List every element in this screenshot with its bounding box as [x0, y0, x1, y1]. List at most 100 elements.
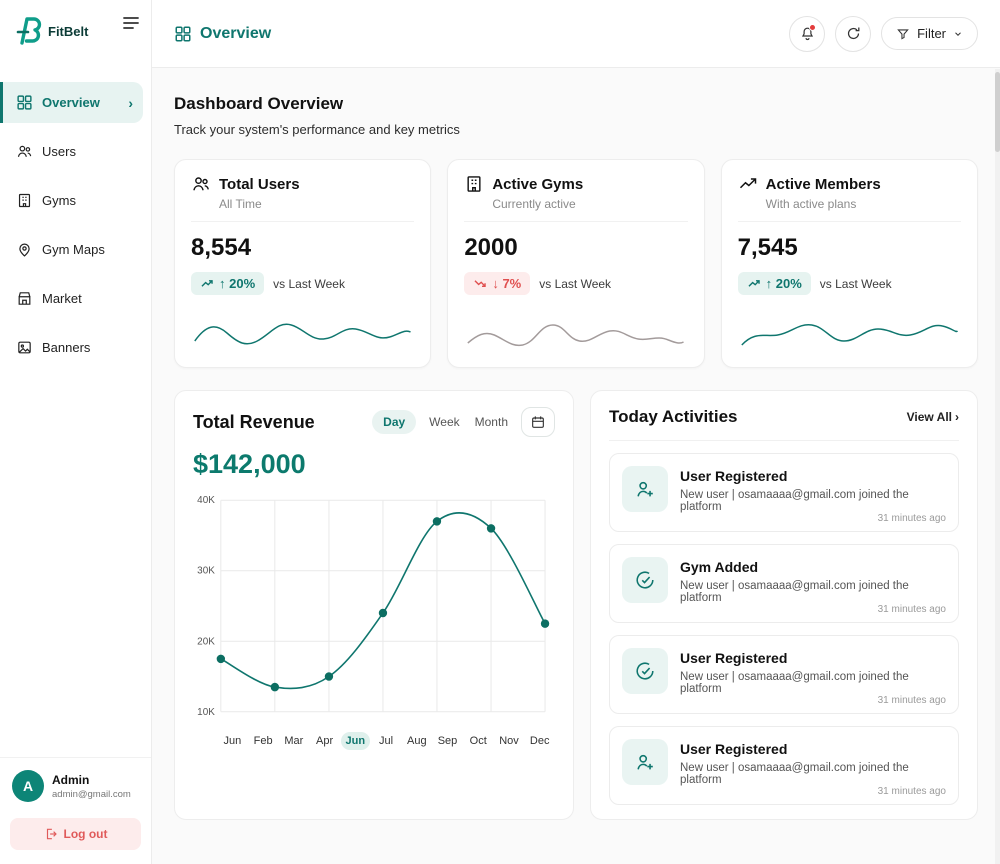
stats-row: Total Users All Time 8,554 ↑ 20% vs Last…	[174, 159, 978, 368]
stat-card-active-members: Active Members With active plans 7,545 ↑…	[720, 159, 978, 368]
grid-icon	[17, 95, 32, 110]
activity-time: 31 minutes ago	[877, 513, 946, 524]
compare-label: vs Last Week	[273, 276, 345, 291]
scrollbar[interactable]	[995, 69, 1000, 864]
activity-item[interactable]: User Registered New user | osamaaaa@gmai…	[609, 635, 959, 714]
stat-card-active-gyms: Active Gyms Currently active 2000 ↓ 7% v…	[447, 159, 705, 368]
month-label[interactable]: Dec	[529, 735, 550, 747]
stat-value: 8,554	[191, 234, 252, 261]
month-label[interactable]: Jul	[379, 735, 394, 747]
content: Dashboard Overview Track your system's p…	[152, 68, 1000, 864]
stat-title: Total Users	[219, 175, 300, 193]
refresh-icon	[847, 27, 860, 40]
stat-card-total-users: Total Users All Time 8,554 ↑ 20% vs Last…	[174, 159, 432, 368]
month-label[interactable]: Jun	[223, 735, 242, 747]
today-activities-card: Today Activities View All › User Registe…	[590, 390, 978, 820]
sidebar-item-gyms[interactable]: Gyms	[0, 180, 143, 221]
notifications-button[interactable]	[789, 15, 826, 52]
sidebar-nav: Overview › Users Gyms Gym Maps Market Ba…	[0, 82, 151, 368]
sidebar-item-banners[interactable]: Banners	[0, 327, 143, 368]
building-icon	[467, 176, 481, 192]
brand-name: FitBelt	[48, 24, 89, 39]
refresh-button[interactable]	[835, 15, 872, 52]
month-label[interactable]: Oct	[469, 735, 487, 747]
range-day-button[interactable]: Day	[372, 410, 417, 434]
notification-dot	[809, 23, 817, 31]
sidebar-item-users[interactable]: Users	[0, 131, 143, 172]
month-label[interactable]: Aug	[406, 735, 427, 747]
month-label[interactable]: Nov	[499, 735, 519, 747]
stat-value: 7,545	[737, 234, 798, 261]
sidebar-item-label: Gyms	[42, 193, 76, 208]
hamburger-menu-icon[interactable]	[121, 14, 141, 35]
view-all-button[interactable]: View All ›	[906, 410, 959, 424]
building-icon	[18, 193, 31, 208]
sidebar-item-label: Banners	[42, 340, 91, 355]
activity-title: User Registered	[680, 741, 788, 757]
sidebar-item-label: Gym Maps	[42, 242, 105, 257]
calendar-button[interactable]	[521, 407, 555, 437]
stat-subtitle: All Time	[219, 197, 262, 211]
filter-button[interactable]: Filter	[881, 17, 978, 50]
activity-description: New user | osamaaaa@gmail.com joined the…	[680, 762, 909, 786]
activity-description: New user | osamaaaa@gmail.com joined the…	[680, 580, 909, 604]
trend-badge: ↑ 20%	[191, 272, 265, 295]
stat-title: Active Gyms	[492, 175, 584, 193]
funnel-icon	[897, 28, 909, 40]
range-week-button[interactable]: Week	[427, 411, 461, 433]
total-revenue-card: Total Revenue Day Week Month $142,000 40…	[174, 390, 574, 820]
stat-subtitle: With active plans	[765, 197, 857, 211]
user-plus-icon	[622, 466, 668, 512]
avatar: A	[12, 770, 44, 802]
activity-item[interactable]: User Registered New user | osamaaaa@gmai…	[609, 726, 959, 805]
range-month-button[interactable]: Month	[473, 411, 510, 433]
sparkline-chart	[740, 324, 958, 346]
compare-label: vs Last Week	[539, 276, 612, 291]
trend-up-icon	[748, 280, 760, 287]
topbar: Overview Filter	[152, 0, 1000, 68]
trend-badge: ↓ 7%	[464, 272, 531, 295]
logout-icon	[46, 828, 57, 840]
scrollbar-thumb[interactable]	[995, 72, 1000, 152]
sidebar-item-overview[interactable]: Overview ›	[0, 82, 143, 123]
revenue-title: Total Revenue	[193, 411, 315, 432]
activity-title: User Registered	[680, 468, 788, 484]
stat-title: Active Members	[765, 175, 881, 193]
sidebar: FitBelt Overview › Users Gyms Gym Maps M…	[0, 0, 152, 864]
store-icon	[18, 292, 31, 305]
compare-label: vs Last Week	[819, 276, 892, 291]
sidebar-item-label: Market	[42, 291, 82, 306]
activity-time: 31 minutes ago	[877, 604, 946, 615]
logout-button[interactable]: Log out	[10, 818, 141, 850]
page-subtitle: Track your system's performance and key …	[174, 122, 460, 137]
fitbelt-logo-icon	[12, 14, 46, 48]
activity-title: User Registered	[680, 650, 788, 666]
sidebar-item-gym-maps[interactable]: Gym Maps	[0, 229, 143, 270]
logo-row: FitBelt	[0, 0, 151, 68]
image-icon	[18, 341, 31, 354]
svg-text:20K: 20K	[197, 636, 215, 647]
month-label[interactable]: Sep	[437, 735, 458, 747]
chevron-right-icon: ›	[955, 410, 959, 424]
stat-subtitle: Currently active	[492, 197, 576, 211]
check-circle-icon	[622, 557, 668, 603]
month-label-selected[interactable]: Jun	[340, 732, 371, 750]
svg-text:40K: 40K	[197, 495, 215, 506]
sparkline-chart	[467, 324, 685, 347]
user-plus-icon	[622, 739, 668, 785]
trend-up-icon	[201, 280, 213, 287]
trend-badge: ↑ 20%	[737, 272, 811, 295]
revenue-chart: 40K 30K 20K 10K	[197, 495, 550, 718]
activity-item[interactable]: Gym Added New user | osamaaaa@gmail.com …	[609, 544, 959, 623]
activity-title: Gym Added	[680, 559, 759, 575]
month-label[interactable]: Feb	[253, 735, 273, 747]
month-label[interactable]: Apr	[316, 735, 334, 747]
activity-item[interactable]: User Registered New user | osamaaaa@gmai…	[609, 453, 959, 532]
month-label[interactable]: Mar	[284, 735, 304, 747]
activity-time: 31 minutes ago	[877, 786, 946, 797]
sidebar-item-market[interactable]: Market	[0, 278, 143, 319]
profile-email: admin@gmail.com	[52, 788, 131, 800]
profile-block[interactable]: A Admin admin@gmail.com	[0, 757, 151, 808]
calendar-icon	[532, 416, 544, 428]
month-axis: Jun Feb Mar Apr Jun Jul Aug Sep Oct Nov …	[217, 732, 555, 750]
